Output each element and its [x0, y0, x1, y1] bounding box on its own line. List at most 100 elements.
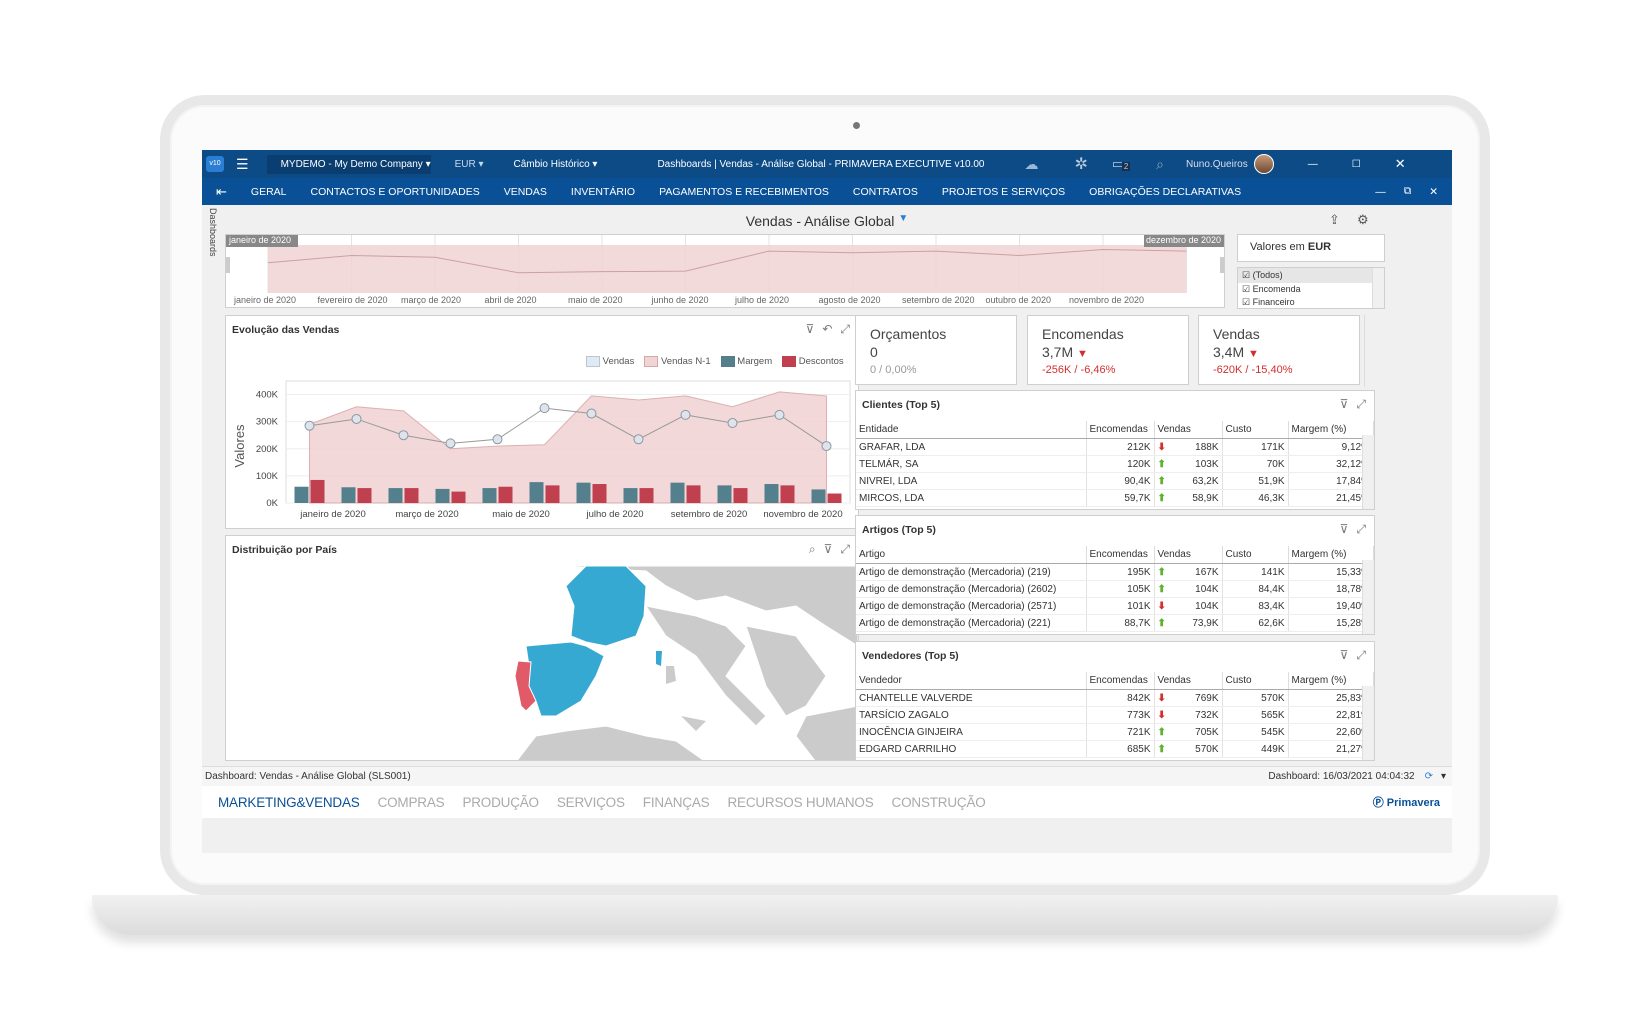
vendas-point[interactable]: [304, 420, 315, 431]
table-row[interactable]: Artigo de demonstração (Mercadoria) (257…: [856, 597, 1374, 615]
col-vendedor[interactable]: Vendedor: [856, 672, 1087, 690]
menu-vendas[interactable]: VENDAS: [503, 185, 547, 198]
bar-descontos[interactable]: [498, 486, 513, 503]
table-row[interactable]: MIRCOS, LDA 59,7K ⬆ 58,9K 46,3K 21,45%: [856, 489, 1374, 507]
vendas-point[interactable]: [821, 441, 832, 452]
clear-filter-icon[interactable]: ⊽: [1339, 522, 1349, 536]
maximize-icon[interactable]: ⤢: [1356, 397, 1366, 411]
bar-descontos[interactable]: [780, 485, 795, 503]
refresh-icon[interactable]: ⟳: [1424, 771, 1433, 782]
parameters-icon[interactable]: ⚙: [1357, 212, 1369, 227]
vendas-point[interactable]: [586, 408, 597, 419]
app-logo-icon[interactable]: v10: [206, 156, 224, 172]
col-entidade[interactable]: Entidade: [856, 421, 1087, 439]
kpi-scrollbar[interactable]: [1364, 315, 1376, 387]
bar-margem[interactable]: [717, 485, 732, 503]
bar-descontos[interactable]: [357, 488, 372, 503]
bar-margem[interactable]: [576, 482, 591, 503]
module-producao[interactable]: PRODUÇÃO: [462, 794, 539, 810]
kpi-encomendas[interactable]: Encomendas 3,7M ▼ -256K / -6,46%: [1027, 315, 1189, 385]
module-compras[interactable]: COMPRAS: [377, 794, 445, 810]
bar-descontos[interactable]: [733, 488, 748, 503]
col-vendas[interactable]: Vendas: [1154, 546, 1223, 564]
nav-icon[interactable]: ⇤: [216, 183, 227, 199]
search-icon[interactable]: ⌕: [1156, 155, 1165, 172]
module-marketing-vendas[interactable]: MARKETING&VENDAS: [218, 794, 360, 810]
currency-selector[interactable]: EUR ▾: [454, 158, 484, 170]
clientes-scrollbar[interactable]: [1362, 435, 1374, 509]
table-row[interactable]: Artigo de demonstração (Mercadoria) (260…: [856, 580, 1374, 598]
range-left-handle[interactable]: [226, 257, 230, 273]
table-row[interactable]: GRAFAR, LDA 212K ⬇ 188K 171K 9,12%: [856, 438, 1374, 456]
bar-descontos[interactable]: [451, 491, 466, 503]
table-row[interactable]: Artigo de demonstração (Mercadoria) (221…: [856, 614, 1374, 632]
col-vendas[interactable]: Vendas: [1154, 672, 1223, 690]
vendas-point[interactable]: [445, 438, 456, 449]
close-button[interactable]: ✕: [1394, 156, 1406, 171]
side-tab-dashboards[interactable]: Dashboards: [208, 208, 218, 257]
bar-margem[interactable]: [670, 482, 685, 503]
network-icon[interactable]: ✲: [1074, 156, 1088, 173]
legend-descontos[interactable]: Descontos: [782, 356, 844, 367]
legend-margem[interactable]: Margem: [720, 356, 772, 367]
clear-filter-icon[interactable]: ⊽: [805, 322, 815, 336]
bar-descontos[interactable]: [545, 485, 560, 503]
minimize-button[interactable]: —: [1307, 158, 1318, 170]
bar-margem[interactable]: [435, 488, 450, 503]
module-construcao[interactable]: CONSTRUÇÃO: [891, 794, 986, 810]
filter-icon[interactable]: ▼: [898, 213, 909, 224]
cloud-icon[interactable]: ☁: [1024, 155, 1039, 172]
bar-margem[interactable]: [529, 482, 544, 503]
bar-margem[interactable]: [341, 487, 356, 503]
col-artigo[interactable]: Artigo: [856, 546, 1087, 564]
menu-geral[interactable]: GERAL: [250, 185, 287, 198]
col-vendas[interactable]: Vendas: [1154, 421, 1223, 439]
filter-item-todos[interactable]: ☑ (Todos): [1238, 268, 1384, 283]
col-margem[interactable]: Margem (%): [1288, 546, 1374, 564]
bar-margem[interactable]: [294, 486, 309, 503]
bar-descontos[interactable]: [310, 479, 325, 503]
table-row[interactable]: INOCÊNCIA GINJEIRA 721K ⬆ 705K 545K 22,60%: [856, 723, 1374, 741]
menu-pagamentos[interactable]: PAGAMENTOS E RECEBIMENTOS: [659, 185, 829, 198]
col-custo[interactable]: Custo: [1222, 672, 1289, 690]
bar-margem[interactable]: [482, 488, 497, 503]
table-row[interactable]: CHANTELLE VALVERDE 842K ⬇ 769K 570K 25,83%: [856, 689, 1374, 707]
vendas-point[interactable]: [539, 403, 550, 414]
hamburger-menu-icon[interactable]: ☰: [236, 155, 249, 172]
col-custo[interactable]: Custo: [1222, 421, 1289, 439]
clear-filter-icon[interactable]: ⊽: [823, 542, 833, 556]
vendas-point[interactable]: [727, 418, 738, 429]
kpi-vendas[interactable]: Vendas 3,4M ▼ -620K / -15,40%: [1198, 315, 1360, 385]
bar-descontos[interactable]: [827, 493, 842, 503]
col-encomendas[interactable]: Encomendas: [1086, 672, 1155, 690]
menu-projetos[interactable]: PROJETOS E SERVIÇOS: [941, 185, 1066, 198]
export-icon[interactable]: ⇪: [1329, 212, 1340, 227]
bar-margem[interactable]: [623, 488, 638, 503]
doc-minimize-button[interactable]: —: [1375, 185, 1386, 198]
bar-descontos[interactable]: [592, 484, 607, 503]
table-row[interactable]: EDGARD CARRILHO 685K ⬆ 570K 449K 21,27%: [856, 740, 1374, 758]
col-custo[interactable]: Custo: [1222, 546, 1289, 564]
table-row[interactable]: TARSÍCIO ZAGALO 773K ⬇ 732K 565K 22,81%: [856, 706, 1374, 724]
bar-descontos[interactable]: [686, 485, 701, 503]
vendas-point[interactable]: [351, 413, 362, 424]
doc-restore-button[interactable]: ⧉: [1403, 185, 1412, 197]
bar-descontos[interactable]: [639, 488, 654, 503]
avatar[interactable]: [1253, 154, 1274, 174]
filter-item-encomenda[interactable]: ☑ Encomenda: [1238, 283, 1384, 296]
module-financas[interactable]: FINANÇAS: [642, 794, 710, 810]
bar-margem[interactable]: [388, 488, 403, 503]
maximize-button[interactable]: ☐: [1351, 158, 1361, 170]
clear-filter-icon[interactable]: ⊽: [1339, 648, 1349, 662]
maximize-icon[interactable]: ⤢: [1356, 522, 1366, 536]
bar-margem[interactable]: [764, 484, 779, 503]
table-row[interactable]: Artigo de demonstração (Mercadoria) (219…: [856, 563, 1374, 581]
menu-contactos[interactable]: CONTACTOS E OPORTUNIDADES: [310, 185, 480, 198]
module-servicos[interactable]: SERVIÇOS: [556, 794, 625, 810]
clear-filter-icon[interactable]: ⊽: [1339, 397, 1349, 411]
range-right-handle[interactable]: [1220, 257, 1224, 273]
messages-icon[interactable]: ▭ 2: [1111, 156, 1131, 171]
menu-inventario[interactable]: INVENTÁRIO: [570, 185, 636, 198]
col-margem[interactable]: Margem (%): [1288, 672, 1374, 690]
bar-descontos[interactable]: [404, 488, 419, 503]
